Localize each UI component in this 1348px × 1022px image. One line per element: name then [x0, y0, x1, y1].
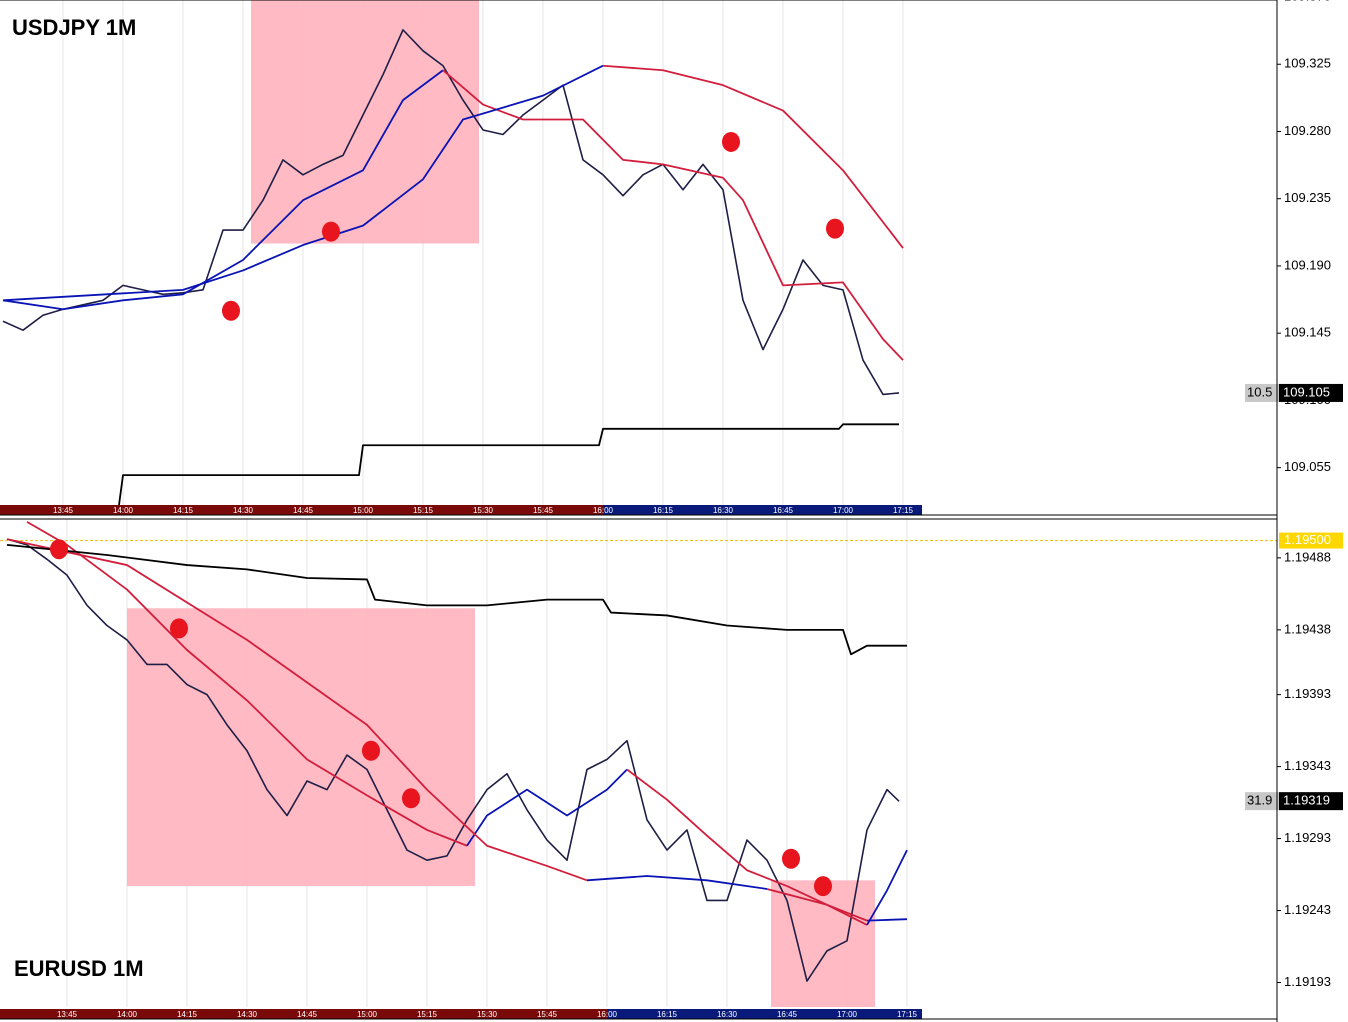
- y-tick-label: 1.19438: [1284, 621, 1331, 636]
- highlight-zone: [127, 608, 475, 887]
- x-tick-label: 16:15: [653, 506, 674, 515]
- indicator-line: [6, 544, 907, 656]
- x-tick-label: 14:15: [177, 1010, 198, 1019]
- x-tick-label: 14:30: [237, 1010, 258, 1019]
- indicator-line: [26, 521, 468, 847]
- indicator-line: [602, 64, 904, 249]
- indicator-label: 31.9: [1247, 793, 1272, 808]
- x-tick-label: 14:45: [293, 506, 314, 515]
- y-tick-label: 1.19243: [1284, 902, 1331, 917]
- x-tick-label: 16:45: [773, 506, 794, 515]
- x-tick-label: 15:30: [477, 1010, 498, 1019]
- x-tick-label: 16:30: [713, 506, 734, 515]
- x-tick-label: 17:00: [833, 506, 854, 515]
- x-tick-label: 17:00: [837, 1010, 858, 1019]
- y-tick-label: 109.235: [1284, 190, 1331, 205]
- indicator-line: [2, 69, 444, 311]
- x-tick-label: 14:45: [297, 1010, 318, 1019]
- last-price-label: 109.105: [1283, 384, 1330, 399]
- indicator-line: [442, 69, 904, 361]
- x-tick-label: 16:45: [777, 1010, 798, 1019]
- y-tick-label: 109.370: [1284, 0, 1331, 3]
- signal-dot: [50, 539, 68, 560]
- highlight-zone: [251, 0, 479, 244]
- y-tick-label: 109.190: [1284, 257, 1331, 272]
- y-tick-label: 1.19488: [1284, 549, 1331, 564]
- signal-dot: [402, 788, 420, 809]
- x-tick-label: 13:45: [53, 506, 74, 515]
- price-line: [6, 538, 900, 982]
- x-tick-label: 16:00: [597, 1010, 618, 1019]
- x-tick-label: 15:45: [537, 1010, 558, 1019]
- signal-dot: [782, 848, 800, 869]
- last-price-label: 1.19319: [1283, 793, 1330, 808]
- y-tick-label: 109.055: [1284, 459, 1331, 474]
- plot-area: [0, 519, 1277, 1007]
- y-tick-label: 109.280: [1284, 123, 1331, 138]
- signal-dot: [222, 300, 240, 321]
- y-tick-label: 109.145: [1284, 325, 1331, 340]
- last-price-box: [1279, 792, 1343, 811]
- signal-dot: [362, 740, 380, 761]
- x-tick-label: 16:30: [717, 1010, 738, 1019]
- last-price-box: [1279, 383, 1343, 402]
- x-tick-label: 15:00: [357, 1010, 378, 1019]
- level-label: 1.19500: [1284, 532, 1331, 547]
- y-tick-label: 1.19293: [1284, 830, 1331, 845]
- time-bar: [0, 1009, 607, 1019]
- indicator-label-box: [1245, 383, 1279, 402]
- signal-dot: [722, 131, 740, 152]
- signal-dot: [814, 876, 832, 897]
- x-tick-label: 17:15: [893, 506, 914, 515]
- x-tick-label: 14:15: [173, 506, 194, 515]
- indicator-line: [866, 918, 908, 922]
- x-tick-label: 17:15: [897, 1010, 918, 1019]
- level-label-box: [1279, 532, 1343, 549]
- y-tick-label: 1.19193: [1284, 974, 1331, 989]
- x-tick-label: 15:00: [353, 506, 374, 515]
- y-tick-label: 1.19343: [1284, 758, 1331, 773]
- x-tick-label: 15:15: [417, 1010, 438, 1019]
- x-tick-label: 14:30: [233, 506, 254, 515]
- signal-dot: [322, 221, 340, 242]
- x-tick-label: 16:00: [593, 506, 614, 515]
- signal-dot: [826, 218, 844, 239]
- x-tick-label: 14:00: [113, 506, 134, 515]
- x-tick-label: 14:00: [117, 1010, 138, 1019]
- chart-title: USDJPY 1M: [12, 15, 136, 40]
- x-tick-label: 15:30: [473, 506, 494, 515]
- indicator-line: [118, 423, 899, 505]
- signal-dot: [170, 618, 188, 639]
- x-tick-label: 15:15: [413, 506, 434, 515]
- y-tick-label: 1.19393: [1284, 686, 1331, 701]
- indicator-label: 10.5: [1247, 384, 1272, 399]
- chart-title: EURUSD 1M: [14, 956, 144, 981]
- time-bar: [607, 1009, 922, 1019]
- highlight-zone: [771, 880, 875, 1007]
- plot-area: [2, 0, 904, 505]
- x-tick-label: 15:45: [533, 506, 554, 515]
- time-bar: [603, 505, 922, 515]
- indicator-line: [866, 849, 908, 926]
- indicator-line: [2, 64, 604, 302]
- y-tick-label: 109.325: [1284, 56, 1331, 71]
- indicator-line: [466, 768, 628, 847]
- indicator-line: [6, 538, 588, 882]
- time-bar: [0, 505, 603, 515]
- indicator-line: [586, 875, 768, 890]
- indicator-line: [766, 888, 868, 922]
- x-tick-label: 16:15: [657, 1010, 678, 1019]
- x-tick-label: 13:45: [57, 1010, 78, 1019]
- indicator-label-box: [1245, 792, 1279, 811]
